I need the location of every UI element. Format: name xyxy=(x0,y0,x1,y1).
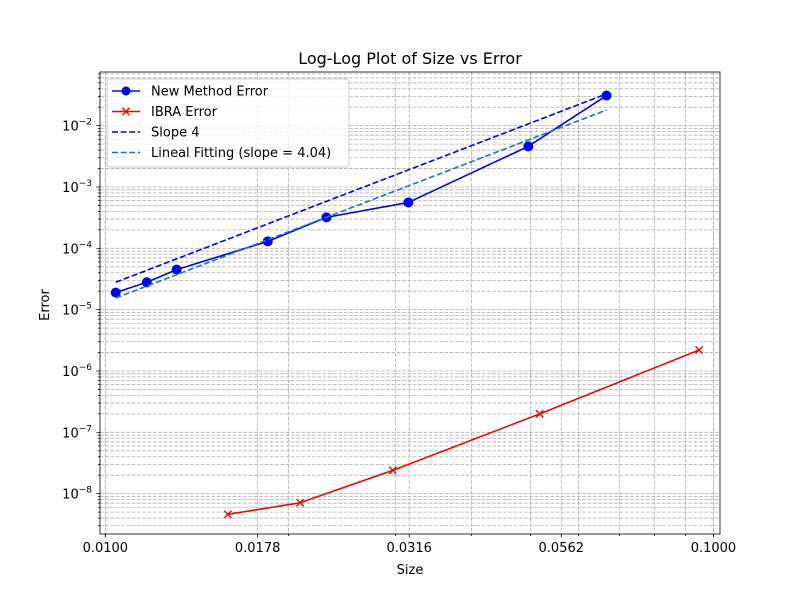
y-tick-label: 10−8 xyxy=(62,486,92,503)
data-point-x xyxy=(295,498,305,507)
data-point-circle xyxy=(403,197,414,208)
y-tick-label: 10−6 xyxy=(62,363,92,380)
legend-marker-x xyxy=(121,107,131,116)
y-tick-label: 10−7 xyxy=(62,424,92,441)
series-group xyxy=(110,90,704,519)
data-point-x xyxy=(223,510,232,519)
x-tick-label: 0.0316 xyxy=(386,541,432,556)
legend-box xyxy=(106,78,350,168)
x-axis-label: Size xyxy=(397,563,424,578)
legend-label-1: IBRA Error xyxy=(151,105,218,120)
legend-marker-circle xyxy=(121,86,131,96)
legend: New Method Error IBRA Error Slope 4 Lineal … xyxy=(106,78,350,168)
y-tick-label: 10−2 xyxy=(62,118,92,135)
data-point-circle xyxy=(110,287,121,298)
data-point-x xyxy=(695,345,704,355)
series-line-3 xyxy=(115,109,607,299)
x-tick-label: 0.0562 xyxy=(539,541,585,556)
x-tick-label: 0.1000 xyxy=(691,541,737,556)
y-tick-label: 10−3 xyxy=(62,179,92,196)
plot-area: 0.0100 0.0178 0.0316 0.0562 0.1000 10−8 10−7 10… xyxy=(62,71,737,556)
chart-title: Log-Log Plot of Size vs Error xyxy=(298,49,522,68)
y-tick-label: 10−5 xyxy=(62,302,92,319)
data-point-circle xyxy=(523,141,534,152)
x-tick-label: 0.0100 xyxy=(83,541,129,556)
legend-label-0: New Method Error xyxy=(151,85,269,100)
y-axis-label: Error xyxy=(38,289,53,321)
legend-label-2: Slope 4 xyxy=(151,126,199,141)
series-line-2 xyxy=(115,93,607,283)
axes-frame xyxy=(99,71,721,535)
data-point-circle xyxy=(601,90,612,101)
data-point-x xyxy=(388,466,397,475)
data-point-x xyxy=(535,409,544,418)
grid-lines xyxy=(100,72,720,534)
x-tick-label: 0.0178 xyxy=(235,541,281,556)
legend-label-3: Lineal Fitting (slope = 4.04) xyxy=(151,146,331,161)
y-tick-label: 10−4 xyxy=(62,240,92,257)
